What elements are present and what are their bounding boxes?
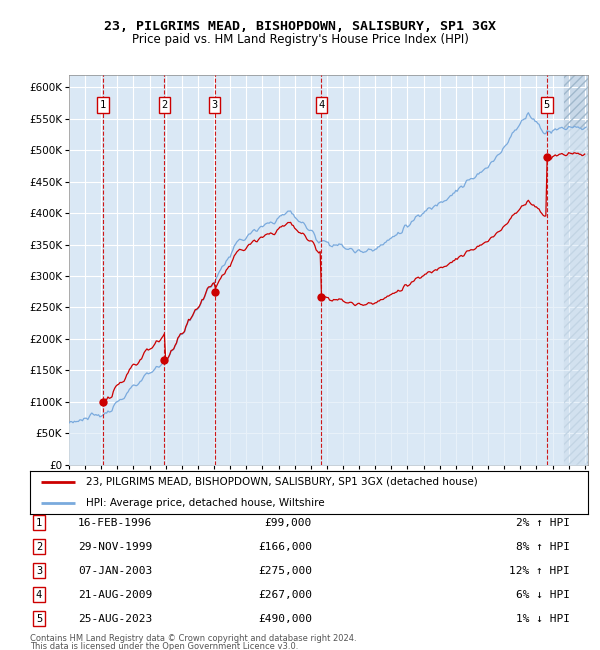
Bar xyxy=(564,75,588,465)
Text: £490,000: £490,000 xyxy=(258,614,312,624)
Text: Price paid vs. HM Land Registry's House Price Index (HPI): Price paid vs. HM Land Registry's House … xyxy=(131,32,469,46)
Text: 8% ↑ HPI: 8% ↑ HPI xyxy=(516,541,570,552)
Text: 29-NOV-1999: 29-NOV-1999 xyxy=(78,541,152,552)
Text: 4: 4 xyxy=(318,100,325,110)
Text: £275,000: £275,000 xyxy=(258,566,312,576)
Text: 3: 3 xyxy=(36,566,42,576)
Text: 4: 4 xyxy=(36,590,42,600)
Text: 2: 2 xyxy=(161,100,167,110)
Text: £99,000: £99,000 xyxy=(265,517,312,528)
Text: This data is licensed under the Open Government Licence v3.0.: This data is licensed under the Open Gov… xyxy=(30,642,298,650)
Text: £267,000: £267,000 xyxy=(258,590,312,600)
Text: 21-AUG-2009: 21-AUG-2009 xyxy=(78,590,152,600)
Text: HPI: Average price, detached house, Wiltshire: HPI: Average price, detached house, Wilt… xyxy=(86,498,325,508)
Text: 12% ↑ HPI: 12% ↑ HPI xyxy=(509,566,570,576)
Text: £166,000: £166,000 xyxy=(258,541,312,552)
Text: Contains HM Land Registry data © Crown copyright and database right 2024.: Contains HM Land Registry data © Crown c… xyxy=(30,634,356,643)
Text: 23, PILGRIMS MEAD, BISHOPDOWN, SALISBURY, SP1 3GX (detached house): 23, PILGRIMS MEAD, BISHOPDOWN, SALISBURY… xyxy=(86,477,478,487)
Text: 1: 1 xyxy=(36,517,42,528)
Text: 5: 5 xyxy=(36,614,42,624)
Text: 6% ↓ HPI: 6% ↓ HPI xyxy=(516,590,570,600)
Text: 16-FEB-1996: 16-FEB-1996 xyxy=(78,517,152,528)
Text: 1% ↓ HPI: 1% ↓ HPI xyxy=(516,614,570,624)
Text: 5: 5 xyxy=(544,100,550,110)
Text: 07-JAN-2003: 07-JAN-2003 xyxy=(78,566,152,576)
Text: 23, PILGRIMS MEAD, BISHOPDOWN, SALISBURY, SP1 3GX: 23, PILGRIMS MEAD, BISHOPDOWN, SALISBURY… xyxy=(104,20,496,32)
Bar xyxy=(564,75,588,465)
Text: 1: 1 xyxy=(100,100,106,110)
Text: 25-AUG-2023: 25-AUG-2023 xyxy=(78,614,152,624)
Text: 2: 2 xyxy=(36,541,42,552)
Text: 2% ↑ HPI: 2% ↑ HPI xyxy=(516,517,570,528)
Text: 3: 3 xyxy=(211,100,218,110)
